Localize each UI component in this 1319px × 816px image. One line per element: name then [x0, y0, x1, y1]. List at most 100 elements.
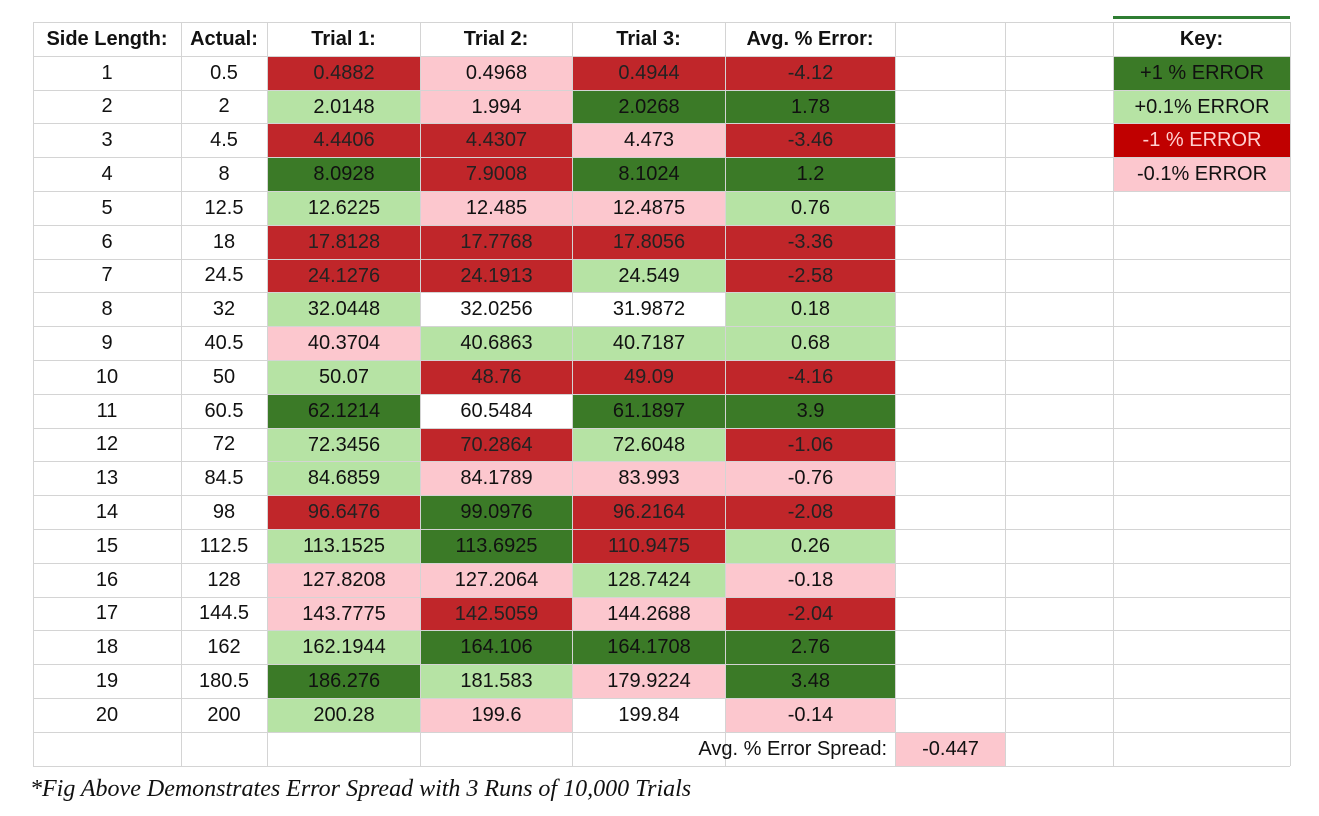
trial-cell: 186.276 — [268, 665, 420, 698]
trial-cell: 12.4875 — [573, 192, 725, 225]
trial-cell: 32.0256 — [421, 293, 572, 326]
trial-cell: 50.07 — [268, 361, 420, 394]
avg-error-cell: -0.76 — [726, 462, 895, 495]
side-length-cell: 14 — [95, 500, 119, 523]
grid-hline — [33, 394, 1290, 395]
trial-cell: 2.0148 — [268, 91, 420, 123]
trial-cell: 200.28 — [268, 699, 420, 732]
key-item: -1 % ERROR — [1114, 124, 1290, 157]
trial-cell: 199.6 — [421, 699, 572, 732]
side-length-cell: 20 — [95, 703, 119, 726]
error-spread-value: -0.447 — [896, 733, 1005, 766]
trial-cell: 24.1276 — [268, 260, 420, 292]
key-item: +0.1% ERROR — [1114, 91, 1290, 123]
side-length-cell: 12 — [95, 433, 119, 455]
trial-cell: 143.7775 — [268, 598, 420, 630]
trial-cell: 17.8128 — [268, 226, 420, 259]
avg-error-cell: 1.2 — [726, 158, 895, 191]
trial-cell: 199.84 — [573, 699, 725, 732]
actual-cell: 0.5 — [210, 61, 238, 84]
trial-cell: 144.2688 — [573, 598, 725, 630]
side-length-cell: 19 — [95, 669, 119, 692]
actual-cell: 8 — [218, 162, 230, 185]
trial-cell: 113.6925 — [421, 530, 572, 563]
grid-hline — [33, 630, 1290, 631]
actual-cell: 162 — [207, 635, 241, 658]
trial-cell: 110.9475 — [573, 530, 725, 563]
side-length-cell: 3 — [101, 128, 113, 151]
trial-cell: 1.994 — [421, 91, 572, 123]
avg-error-cell: -0.18 — [726, 564, 895, 597]
actual-cell: 98 — [212, 500, 236, 523]
side-length-cell: 8 — [101, 297, 113, 320]
trial-cell: 12.485 — [421, 192, 572, 225]
column-header: Trial 2: — [463, 27, 529, 50]
trial-cell: 40.3704 — [268, 327, 420, 360]
trial-cell: 12.6225 — [268, 192, 420, 225]
trial-cell: 8.1024 — [573, 158, 725, 191]
trial-cell: 0.4968 — [421, 57, 572, 90]
grid-hline — [33, 461, 1290, 462]
side-length-cell: 16 — [95, 568, 119, 591]
trial-cell: 99.0976 — [421, 496, 572, 529]
column-header: Avg. % Error: — [746, 27, 874, 50]
trial-cell: 8.0928 — [268, 158, 420, 191]
avg-error-cell: 0.68 — [726, 327, 895, 360]
avg-error-cell: -2.08 — [726, 496, 895, 529]
trial-cell: 164.1708 — [573, 631, 725, 664]
trial-cell: 179.9224 — [573, 665, 725, 698]
trial-cell: 17.7768 — [421, 226, 572, 259]
trial-cell: 72.3456 — [268, 429, 420, 461]
trial-cell: 84.6859 — [268, 462, 420, 495]
grid-hline — [33, 428, 1290, 429]
grid-hline — [33, 597, 1290, 598]
actual-cell: 112.5 — [199, 534, 249, 557]
trial-cell: 49.09 — [573, 361, 725, 394]
grid-hline — [33, 732, 1290, 733]
trial-cell: 4.4307 — [421, 124, 572, 157]
trial-cell: 96.2164 — [573, 496, 725, 529]
avg-error-cell: -2.04 — [726, 598, 895, 630]
side-length-cell: 7 — [101, 264, 113, 286]
grid-hline — [33, 56, 1290, 57]
side-length-cell: 2 — [101, 95, 113, 117]
key-item: -0.1% ERROR — [1114, 158, 1290, 191]
avg-error-cell: 0.18 — [726, 293, 895, 326]
actual-cell: 12.5 — [204, 196, 244, 219]
trial-cell: 127.2064 — [421, 564, 572, 597]
grid-vline — [1290, 22, 1291, 766]
trial-cell: 0.4944 — [573, 57, 725, 90]
side-length-cell: 4 — [101, 162, 113, 185]
actual-cell: 72 — [212, 433, 236, 455]
trial-cell: 40.6863 — [421, 327, 572, 360]
avg-error-cell: -0.14 — [726, 699, 895, 732]
trial-cell: 2.0268 — [573, 91, 725, 123]
avg-error-cell: 2.76 — [726, 631, 895, 664]
trial-cell: 32.0448 — [268, 293, 420, 326]
grid-hline — [33, 698, 1290, 699]
trial-cell: 7.9008 — [421, 158, 572, 191]
trial-cell: 0.4882 — [268, 57, 420, 90]
trial-cell: 4.473 — [573, 124, 725, 157]
grid-hline — [33, 90, 1290, 91]
grid-hline — [33, 360, 1290, 361]
trial-cell: 113.1525 — [268, 530, 420, 563]
grid-hline — [33, 529, 1290, 530]
key-header-bar — [1113, 16, 1290, 19]
side-length-cell: 18 — [95, 635, 119, 658]
side-length-cell: 6 — [101, 230, 113, 253]
trial-cell: 24.549 — [573, 260, 725, 292]
grid-hline — [33, 495, 1290, 496]
avg-error-cell: -4.16 — [726, 361, 895, 394]
grid-hline — [33, 157, 1290, 158]
side-length-cell: 15 — [95, 534, 119, 557]
trial-cell: 142.5059 — [421, 598, 572, 630]
trial-cell: 48.76 — [421, 361, 572, 394]
actual-cell: 84.5 — [204, 466, 244, 489]
grid-hline — [33, 259, 1290, 260]
grid-hline — [33, 664, 1290, 665]
avg-error-cell: -4.12 — [726, 57, 895, 90]
side-length-cell: 10 — [95, 365, 119, 388]
column-header: Side Length: — [46, 27, 168, 50]
trial-cell: 181.583 — [421, 665, 572, 698]
